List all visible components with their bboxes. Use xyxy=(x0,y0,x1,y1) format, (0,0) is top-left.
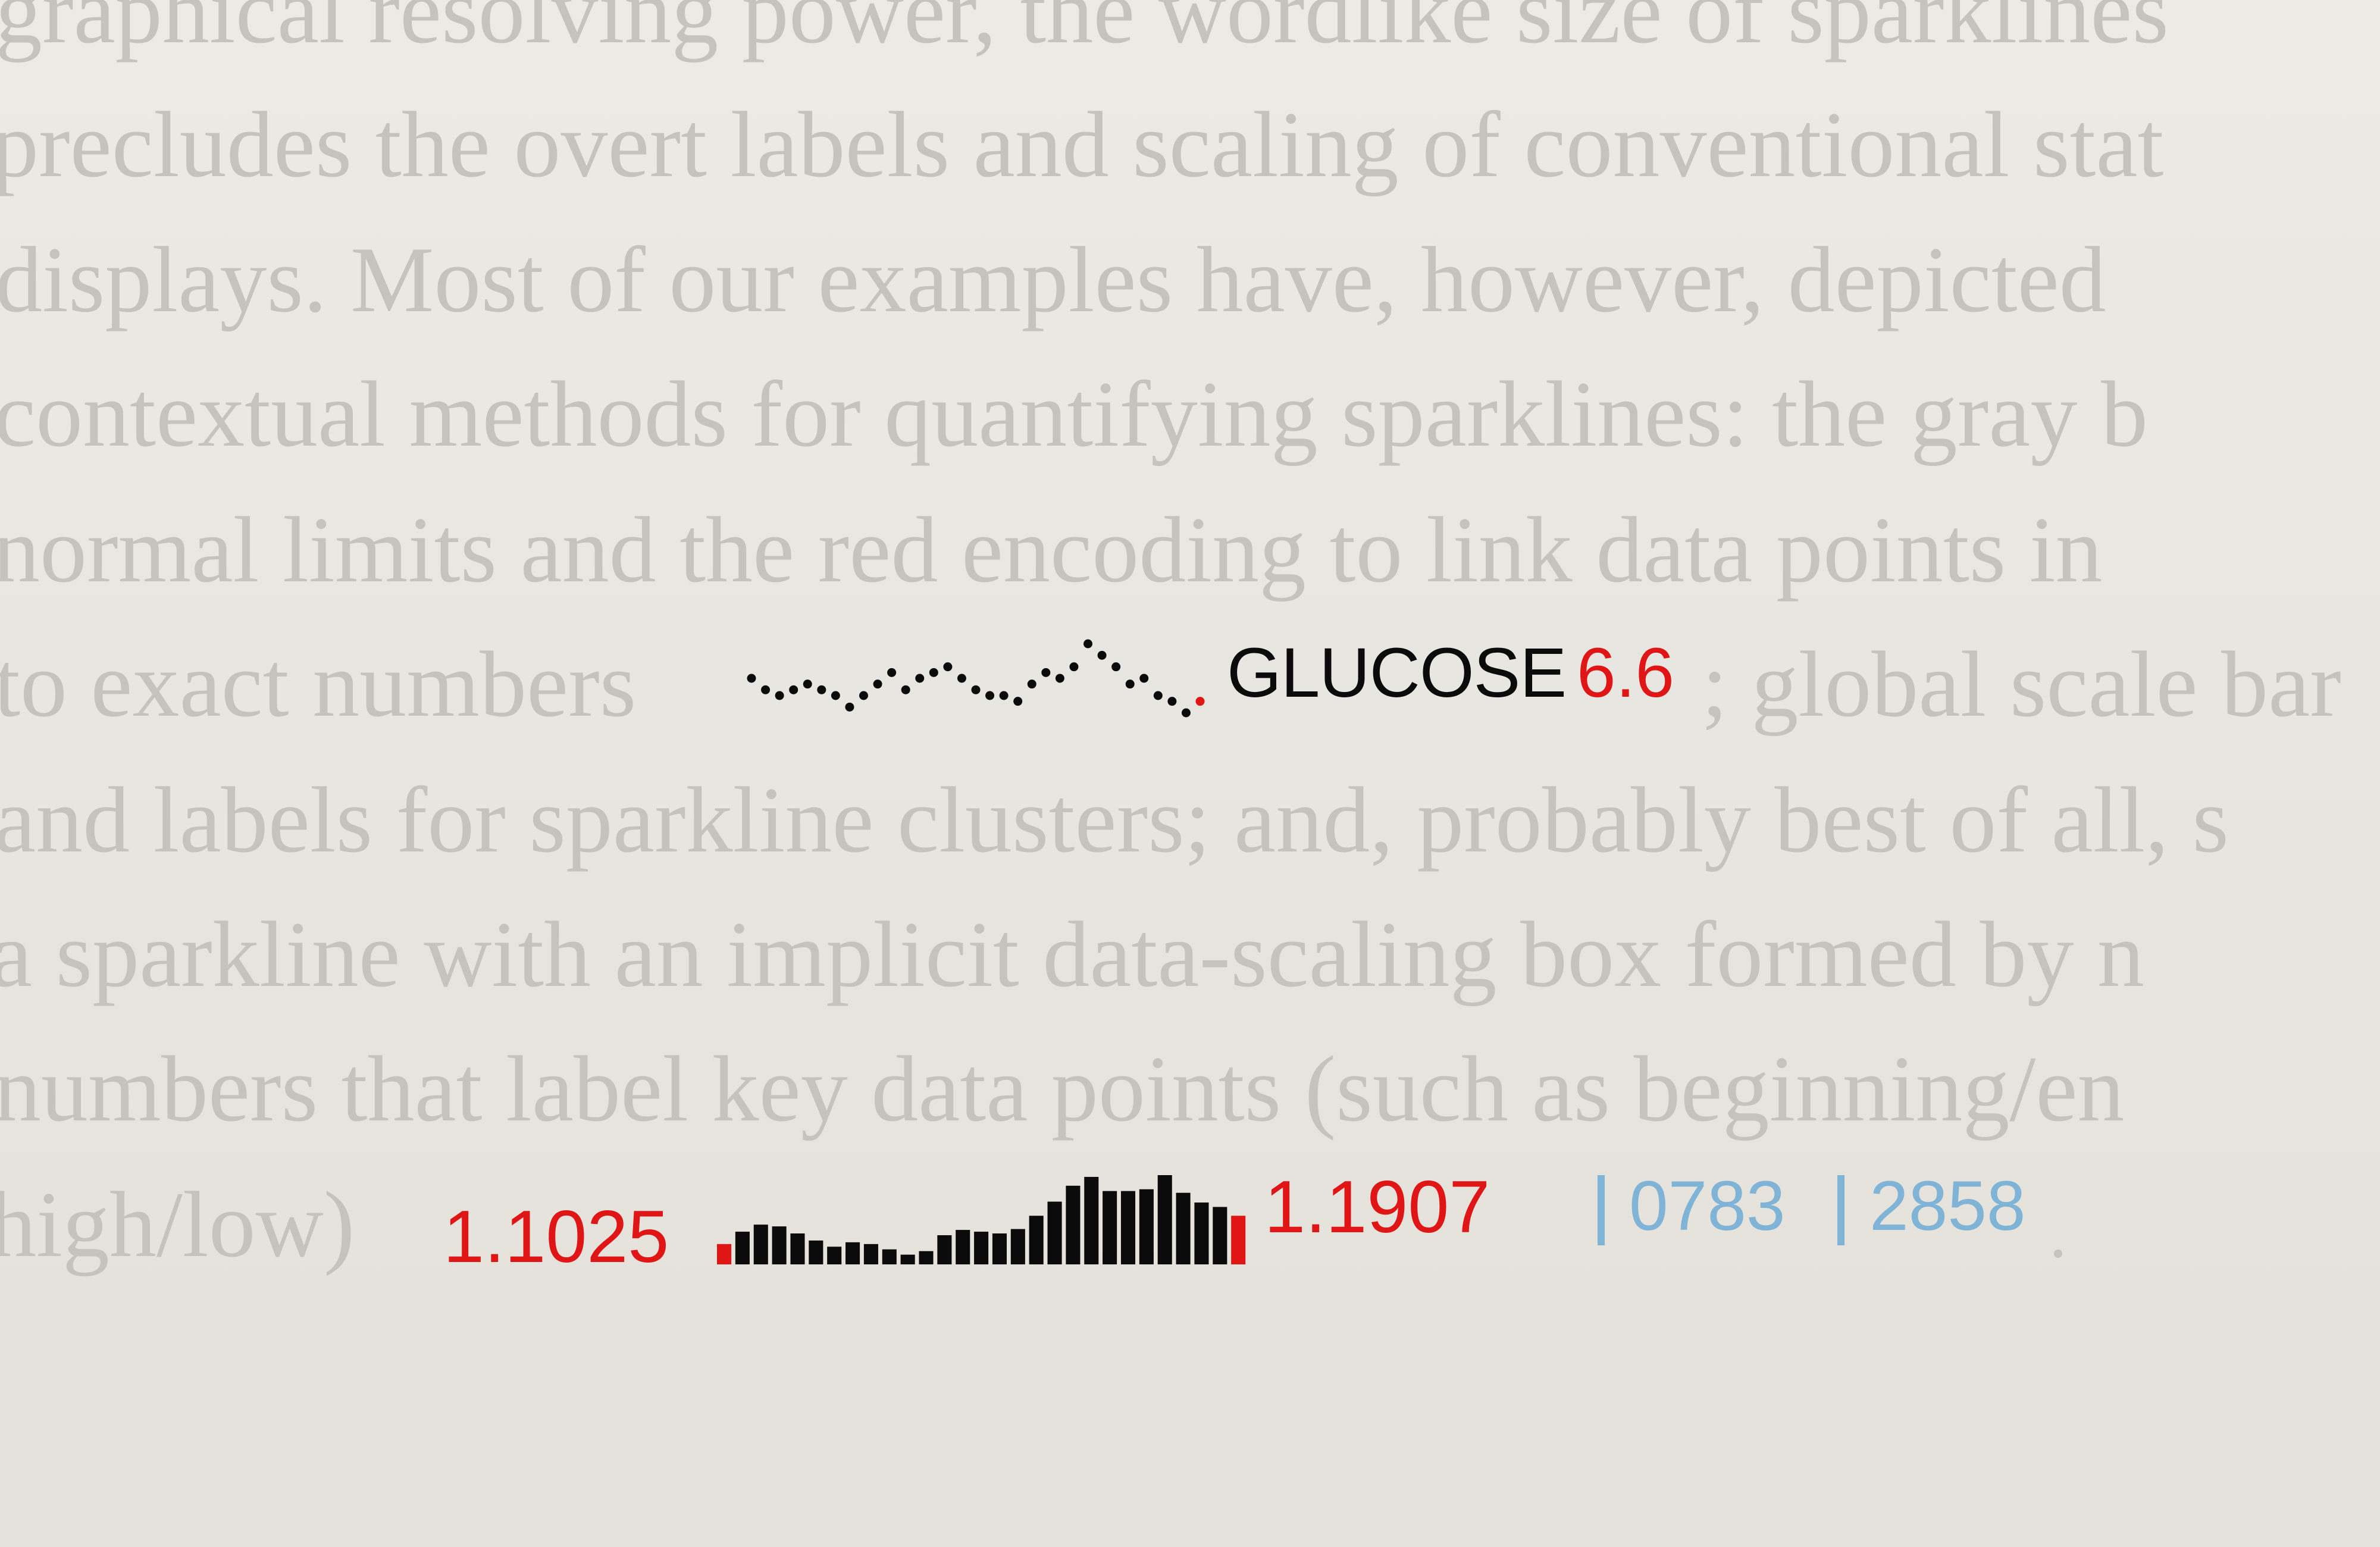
glucose-point xyxy=(1083,639,1092,649)
glucose-point xyxy=(789,685,798,694)
fx-bar xyxy=(1213,1207,1227,1264)
glucose-point xyxy=(1153,691,1163,700)
fx-start-value: 1.1025 xyxy=(443,1196,669,1278)
glucose-point xyxy=(817,685,826,694)
prose-line: precludes the overt labels and scaling o… xyxy=(0,93,2164,197)
fx-bar xyxy=(974,1232,989,1264)
glucose-point xyxy=(943,662,953,672)
fx-bar xyxy=(1194,1202,1209,1264)
glucose-point xyxy=(915,674,925,683)
prose-line: displays. Most of our examples have, how… xyxy=(0,228,2106,332)
glucose-label: GLUCOSE xyxy=(1227,634,1567,712)
glucose-point xyxy=(873,679,882,689)
fx-end-value: 1.1907 xyxy=(1264,1166,1490,1248)
fx-bar xyxy=(937,1235,952,1264)
range-high-number: 2858 xyxy=(1869,1167,2026,1245)
glucose-value: 6.6 xyxy=(1577,634,1675,712)
fx-bar-sparkline xyxy=(717,1175,1246,1264)
prose-line: normal limits and the red encoding to li… xyxy=(0,498,2103,602)
fx-bar xyxy=(1231,1216,1246,1264)
glucose-point xyxy=(831,691,840,700)
glucose-point xyxy=(1139,674,1149,683)
fx-bar xyxy=(790,1233,805,1264)
glucose-point xyxy=(1111,662,1121,672)
fx-bar xyxy=(809,1240,823,1264)
fx-bar xyxy=(1103,1191,1117,1264)
fx-bar xyxy=(919,1251,934,1264)
prose-line: ; global scale bar xyxy=(1702,632,2341,737)
fx-bar xyxy=(992,1233,1007,1264)
fx-bar xyxy=(1139,1189,1154,1264)
fx-bar xyxy=(1010,1229,1025,1264)
fx-bar xyxy=(900,1254,915,1264)
prose-line: high/low) xyxy=(0,1173,355,1277)
glucose-point xyxy=(1125,679,1135,689)
glucose-point xyxy=(901,685,910,694)
range-divider-left xyxy=(1598,1175,1605,1245)
glucose-point xyxy=(859,691,868,700)
glucose-point xyxy=(1069,662,1079,672)
fx-bar xyxy=(827,1247,842,1264)
glucose-point xyxy=(747,674,756,683)
fx-bar xyxy=(1157,1175,1172,1264)
fx-bar xyxy=(863,1244,878,1264)
glucose-point xyxy=(1181,708,1191,718)
prose-line: contextual methods for quantifying spark… xyxy=(0,362,2148,466)
glucose-point xyxy=(1055,674,1064,683)
glucose-point xyxy=(957,674,966,683)
fx-bar xyxy=(1047,1201,1062,1264)
fx-bar xyxy=(882,1249,897,1264)
glucose-point xyxy=(985,691,995,700)
fx-bar xyxy=(753,1225,768,1264)
fx-bar xyxy=(956,1230,970,1264)
prose-line: a sparkline with an implicit data-scalin… xyxy=(0,903,2144,1007)
glucose-point xyxy=(887,668,897,677)
glucose-point xyxy=(775,691,784,700)
glucose-point xyxy=(971,685,981,694)
glucose-point xyxy=(1195,697,1205,706)
glucose-point xyxy=(929,668,938,677)
prose-line: to exact numbers xyxy=(0,632,637,737)
sentence-period xyxy=(2054,1250,2062,1258)
glucose-point xyxy=(803,679,812,689)
glucose-point xyxy=(761,685,771,694)
glucose-point xyxy=(999,691,1009,700)
prose-line: and labels for sparkline clusters; and, … xyxy=(0,768,2229,872)
fx-bar xyxy=(1029,1216,1044,1264)
fx-bar xyxy=(1176,1192,1191,1264)
prose-line: numbers that label key data points (such… xyxy=(0,1037,2125,1141)
fx-bar xyxy=(717,1244,732,1264)
glucose-point xyxy=(1167,697,1177,706)
range-low-number: 0783 xyxy=(1629,1167,1786,1245)
glucose-point xyxy=(1027,679,1036,689)
prose-line: graphical resolving power, the wordlike … xyxy=(0,0,2169,63)
fx-bar xyxy=(1084,1176,1099,1264)
glucose-point xyxy=(845,702,854,712)
fx-bar xyxy=(772,1226,787,1264)
fx-bar xyxy=(735,1232,750,1264)
glucose-sparkline xyxy=(747,639,1205,718)
fx-bar xyxy=(1120,1191,1136,1264)
glucose-point xyxy=(1097,650,1107,660)
fx-bar xyxy=(845,1242,860,1264)
range-divider-middle xyxy=(1837,1175,1844,1245)
fx-bar xyxy=(1066,1185,1081,1264)
glucose-point xyxy=(1013,697,1023,706)
glucose-point xyxy=(1041,668,1051,677)
